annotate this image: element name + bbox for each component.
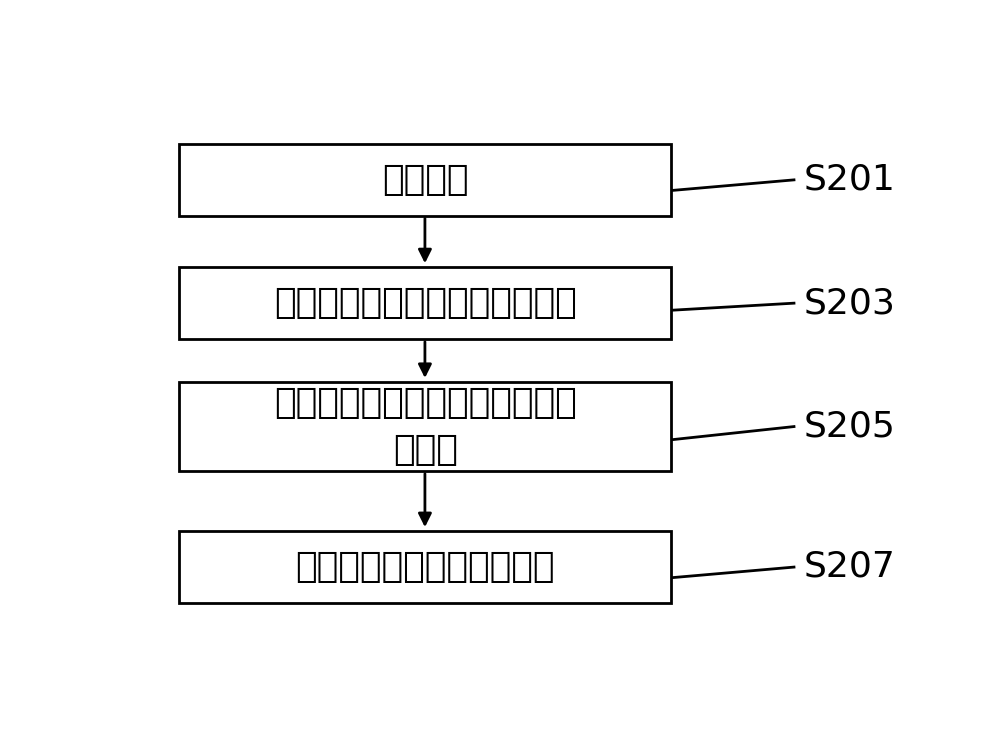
Text: 冲压平板，以形成具有凹部的电
极端子: 冲压平板，以形成具有凹部的电 极端子 — [274, 386, 577, 467]
Text: 将电极端子安装于盖板本体: 将电极端子安装于盖板本体 — [296, 550, 555, 584]
Text: S201: S201 — [803, 162, 895, 197]
Text: 提供平板: 提供平板 — [382, 162, 469, 197]
Text: S203: S203 — [803, 286, 895, 320]
Text: 将平板放置于具有凹槽的模具上: 将平板放置于具有凹槽的模具上 — [274, 286, 577, 320]
FancyBboxPatch shape — [179, 382, 671, 471]
Text: S207: S207 — [803, 550, 895, 584]
FancyBboxPatch shape — [179, 531, 671, 603]
FancyBboxPatch shape — [179, 144, 671, 215]
Text: S205: S205 — [803, 410, 895, 443]
FancyBboxPatch shape — [179, 267, 671, 339]
